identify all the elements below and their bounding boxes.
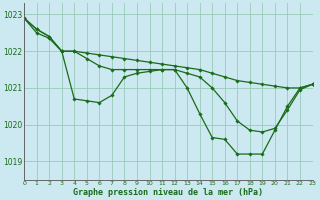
X-axis label: Graphe pression niveau de la mer (hPa): Graphe pression niveau de la mer (hPa) <box>73 188 263 197</box>
